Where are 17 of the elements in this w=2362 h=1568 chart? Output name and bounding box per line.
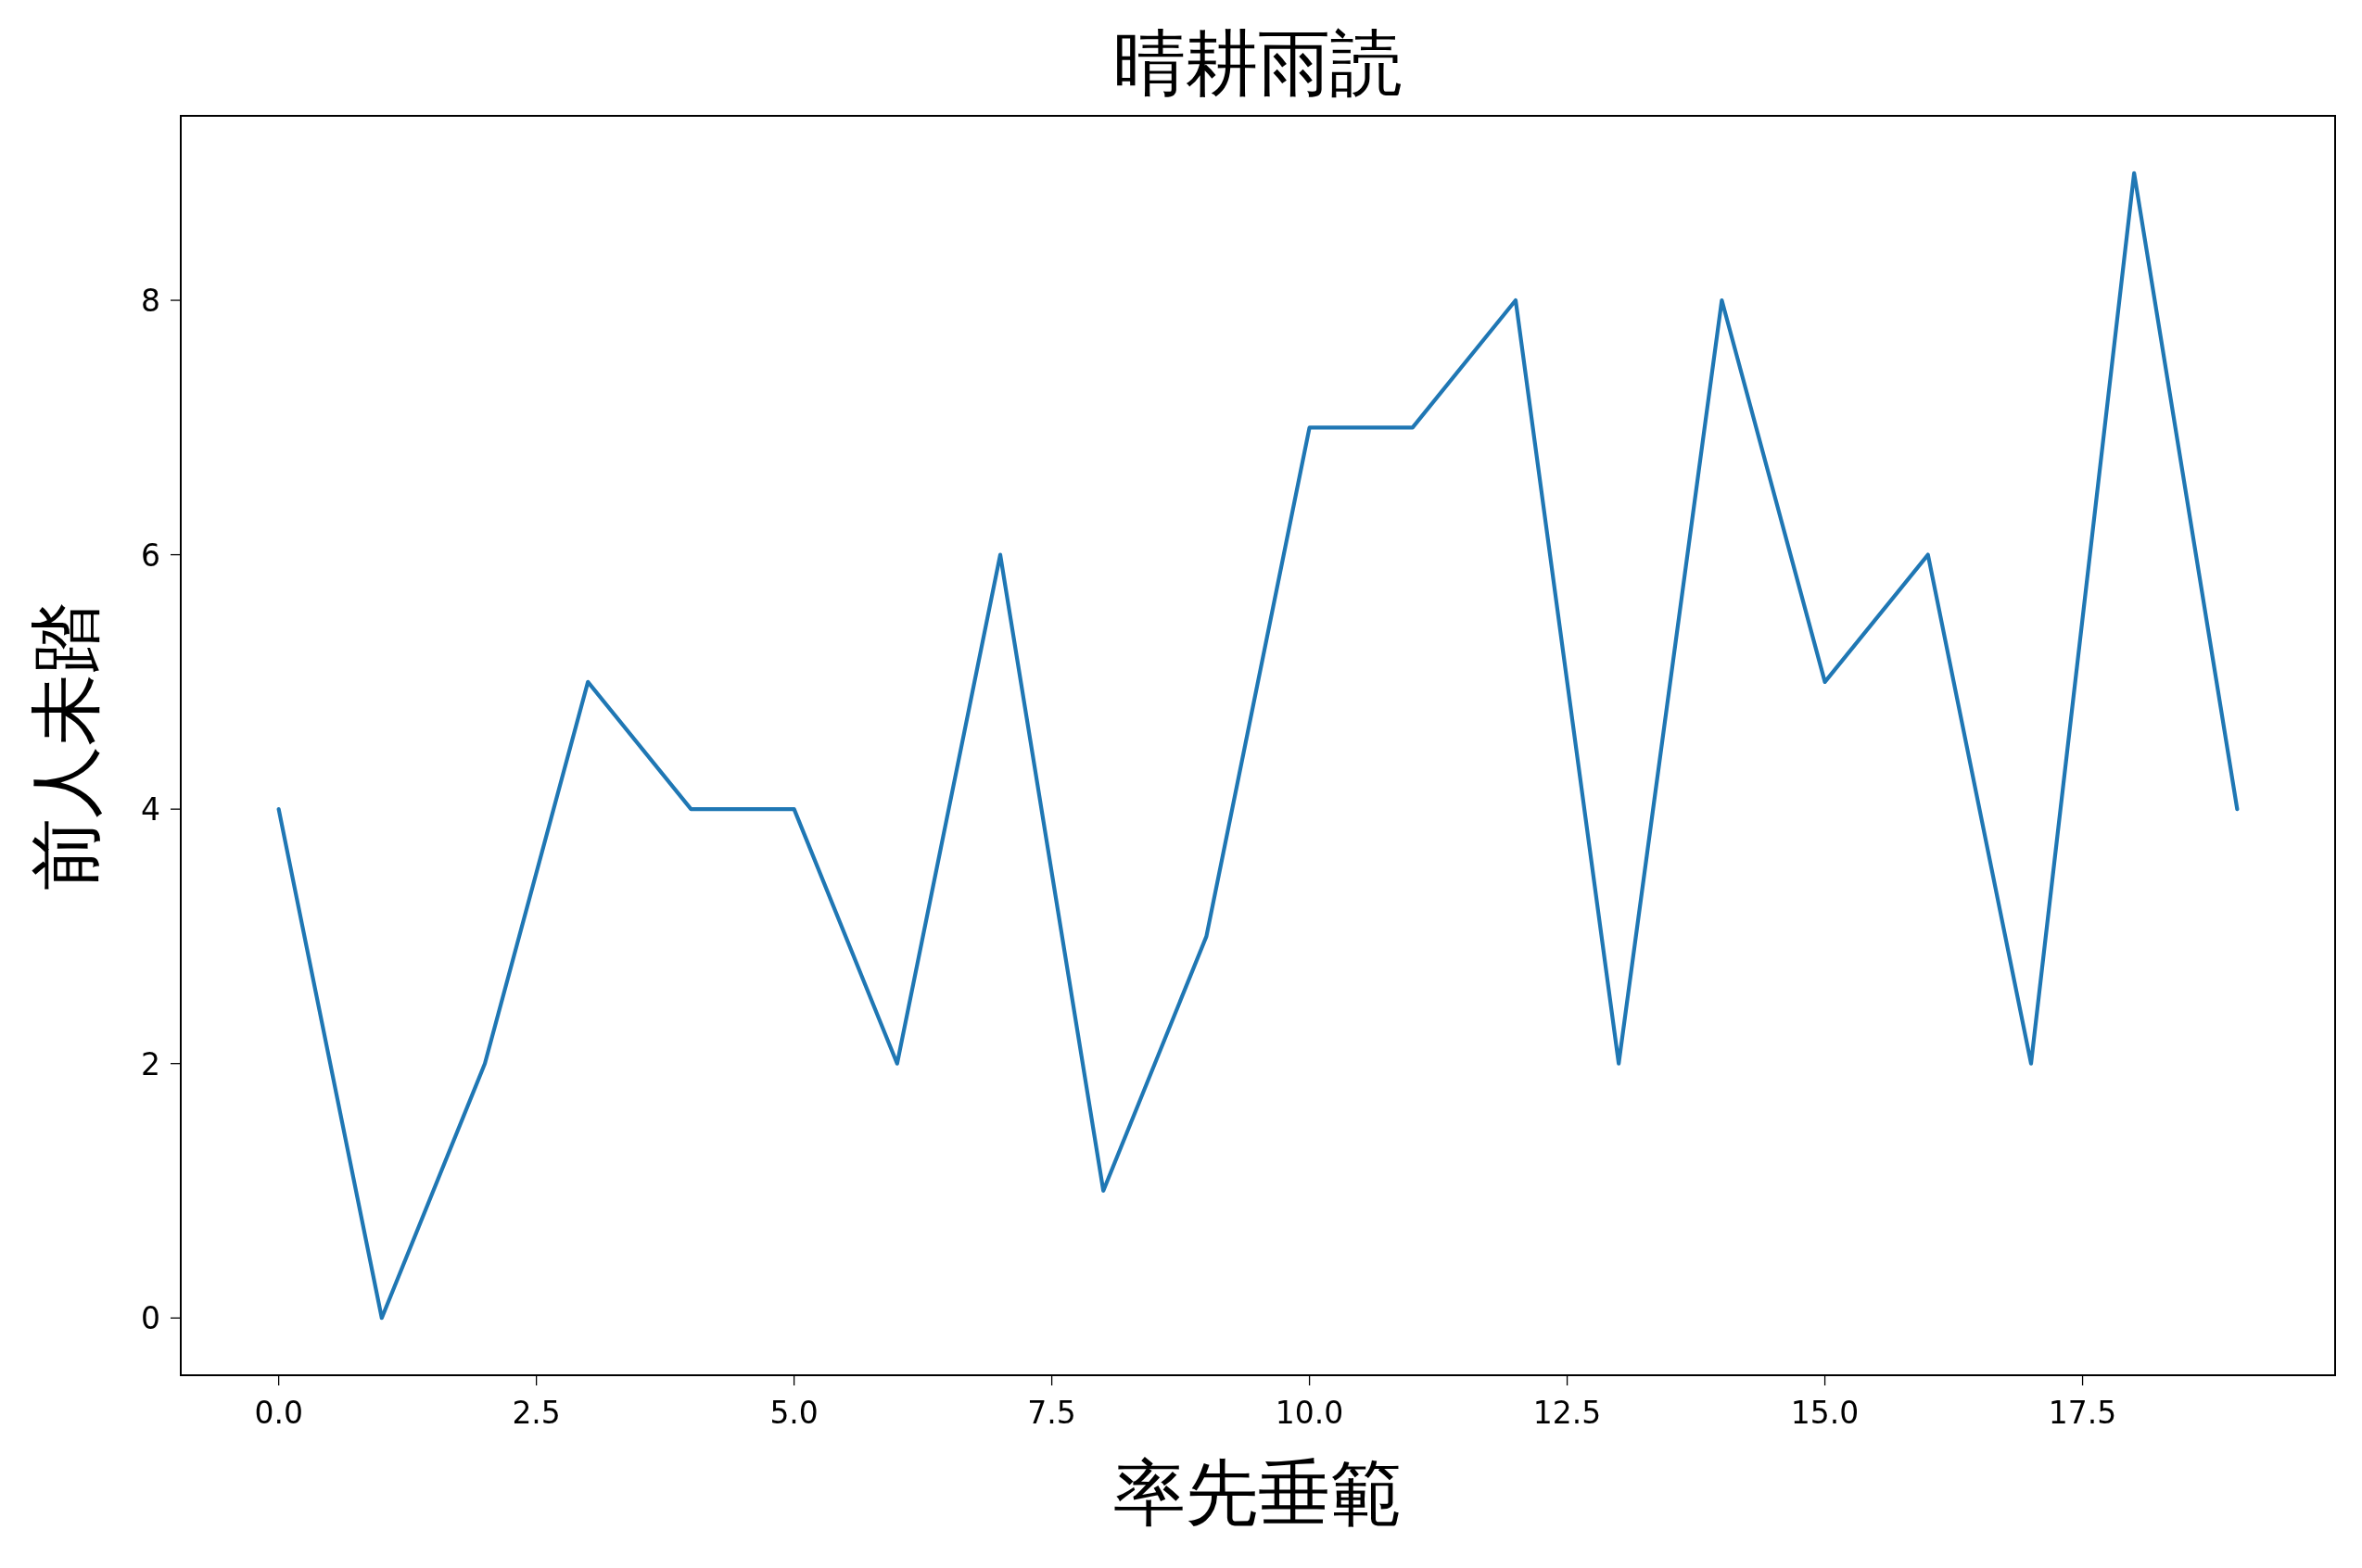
x-tick-label: 12.5 (1532, 1395, 1602, 1431)
y-tick-label: 6 (141, 537, 160, 574)
x-tick-label: 10.0 (1275, 1395, 1344, 1431)
x-tick-label: 5.0 (769, 1395, 819, 1431)
x-tick-label: 15.0 (1790, 1395, 1860, 1431)
x-tick-label: 0.0 (254, 1395, 303, 1431)
y-axis-title: 前人未踏 (24, 601, 108, 891)
y-tick-label: 0 (141, 1300, 160, 1337)
y-tick-label: 2 (141, 1045, 160, 1082)
x-axis-title: 率先垂範 (1113, 1451, 1403, 1535)
y-tick-label: 8 (141, 283, 160, 320)
chart-title: 晴耕雨読 (1113, 21, 1403, 105)
line-series (276, 171, 2240, 1321)
x-tick-label: 2.5 (512, 1395, 561, 1431)
x-tick-label: 7.5 (1027, 1395, 1076, 1431)
y-tick-label: 4 (141, 791, 160, 828)
x-tick-label: 17.5 (2048, 1395, 2117, 1431)
